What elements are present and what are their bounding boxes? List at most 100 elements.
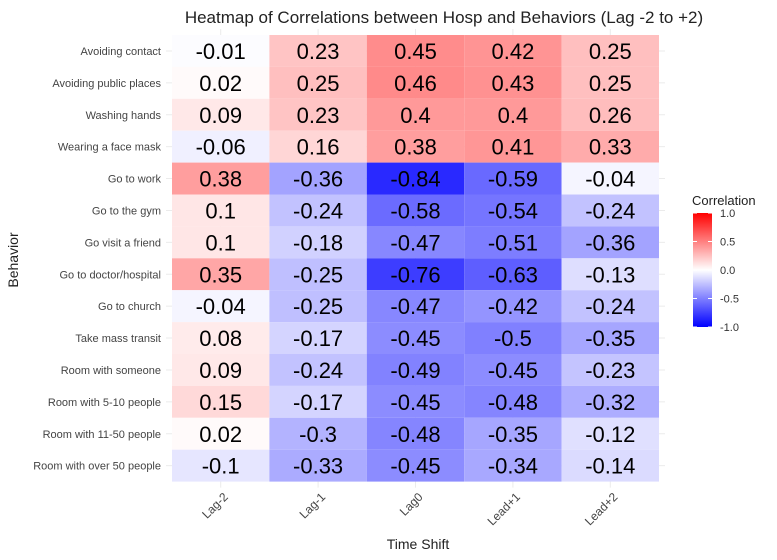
legend-ticks: 1.0 0.5 0.0 -0.5 -1.0: [693, 208, 739, 334]
heatmap-cell: [464, 258, 562, 291]
heatmap-cell: [561, 130, 659, 163]
heatmap-cell: [269, 98, 367, 131]
cell-value-label: 0.08: [199, 326, 242, 351]
legend-tick-label: -1.0: [720, 322, 739, 334]
heatmap-cell: [269, 194, 367, 227]
heatmap-cell: [172, 98, 270, 131]
y-tick-label: Go to church: [98, 301, 161, 313]
cell-value-label: -0.36: [293, 167, 343, 192]
legend-colorbar: [693, 213, 712, 327]
cell-value-label: 0.15: [199, 390, 242, 415]
cell-value-label: 0.25: [589, 39, 632, 64]
cell-value-label: -0.3: [299, 422, 337, 447]
cell-value-label: -0.45: [390, 390, 440, 415]
heatmap-cell: [366, 258, 465, 291]
heatmap-cell: [561, 66, 659, 99]
cell-value-label: -0.63: [488, 262, 538, 287]
x-tick-label: Lead+2: [582, 490, 621, 529]
cell-value-label: -0.45: [390, 454, 440, 479]
heatmap-cell: [561, 226, 659, 259]
y-tick-label: Take mass transit: [75, 333, 161, 345]
heatmap-cell: [366, 66, 465, 99]
cell-value-label: -0.13: [585, 262, 635, 287]
cell-value-label: -0.04: [585, 167, 635, 192]
y-tick-label: Room with 11-50 people: [43, 429, 161, 441]
heatmap-cell: [172, 66, 270, 99]
heatmap-cell: [366, 194, 465, 227]
y-tick-label: Wearing a face mask: [58, 142, 162, 154]
cell-value-label: -0.51: [488, 230, 538, 255]
heatmap-cell: [269, 385, 367, 418]
heatmap-cell: [464, 322, 562, 354]
heatmap-cell: [269, 66, 367, 99]
y-tick-label: Room with 5-10 people: [48, 397, 161, 409]
x-tick-label: Lag0: [397, 490, 426, 519]
heatmap-cell: [561, 290, 659, 323]
heatmap-cell: [561, 354, 659, 386]
heatmap-cell: [172, 226, 270, 259]
heatmap-cell: [366, 449, 465, 482]
cell-value-label: -0.58: [390, 198, 440, 223]
heatmap-cell: [269, 290, 367, 323]
y-tick-label: Go to work: [108, 174, 162, 186]
cell-value-label: -0.45: [488, 358, 538, 383]
heatmap-cell: [366, 290, 465, 323]
heatmap-cell: [366, 130, 465, 163]
cell-value-label: -0.25: [293, 294, 343, 319]
cell-value-label: 0.4: [498, 103, 529, 128]
heatmap-cell: [172, 417, 270, 450]
heatmap-cells: -0.01 0.23 0.45 0.42 0.25 0.02 0.25 0.46 0.43 0.2…: [172, 35, 659, 482]
heatmap-cell: [269, 130, 367, 163]
heatmap-cell: [561, 194, 659, 227]
heatmap-cell: [172, 258, 270, 291]
cell-value-label: -0.48: [488, 390, 538, 415]
cell-value-label: -0.49: [390, 358, 440, 383]
heatmap-cell: [366, 226, 465, 259]
heatmap-cell: [269, 35, 367, 67]
cell-value-label: 0.43: [491, 71, 534, 96]
y-tick-label: Avoiding public places: [52, 78, 161, 90]
cell-value-label: 0.38: [394, 135, 437, 160]
heatmap-cell: [172, 354, 270, 386]
cell-value-label: 0.33: [589, 135, 632, 160]
legend-tick-label: 1.0: [720, 208, 735, 220]
y-tick-label: Avoiding contact: [80, 46, 161, 58]
cell-value-label: -0.24: [585, 198, 635, 223]
cell-value-label: 0.45: [394, 39, 437, 64]
cell-value-label: -0.35: [585, 326, 635, 351]
heatmap-cell: [269, 322, 367, 354]
cell-value-label: 0.02: [199, 422, 242, 447]
y-tick-labels: Avoiding contact Avoiding public places Wa…: [33, 46, 161, 473]
heatmap-cell: [172, 385, 270, 418]
heatmap-cell: [172, 290, 270, 323]
y-tick-label: Washing hands: [86, 110, 162, 122]
cell-value-label: -0.35: [488, 422, 538, 447]
x-axis-title: Time Shift: [387, 536, 450, 552]
cell-value-label: -0.23: [585, 358, 635, 383]
heatmap-cell: [464, 98, 562, 131]
chart-title: Heatmap of Correlations between Hosp and…: [185, 8, 703, 27]
heatmap-cell: [269, 226, 367, 259]
heatmap-cell: [366, 322, 465, 354]
cell-value-label: -0.76: [390, 262, 440, 287]
heatmap-cell: [269, 354, 367, 386]
cell-value-label: -0.59: [488, 167, 538, 192]
cell-value-label: -0.45: [390, 326, 440, 351]
heatmap-cell: [561, 258, 659, 291]
cell-value-label: -0.33: [293, 454, 343, 479]
cell-value-label: 0.41: [491, 135, 534, 160]
heatmap-cell: [561, 35, 659, 67]
x-tick-label: Lead+1: [485, 490, 524, 529]
heatmap-cell: [464, 66, 562, 99]
cell-value-label: -0.14: [585, 454, 635, 479]
x-tick-label: Lag-1: [297, 490, 329, 522]
y-tick-label: Go to doctor/hospital: [59, 269, 161, 281]
legend-tick-label: 0.0: [720, 265, 735, 277]
legend: Correlation 1.0 0.5 0.0 -0.5 -1.0: [692, 193, 756, 334]
cell-value-label: -0.84: [390, 167, 440, 192]
legend-title: Correlation: [692, 193, 756, 208]
cell-value-label: -0.47: [390, 294, 440, 319]
heatmap-cell: [172, 130, 270, 163]
cell-value-label: 0.23: [297, 103, 340, 128]
heatmap-cell: [464, 385, 562, 418]
